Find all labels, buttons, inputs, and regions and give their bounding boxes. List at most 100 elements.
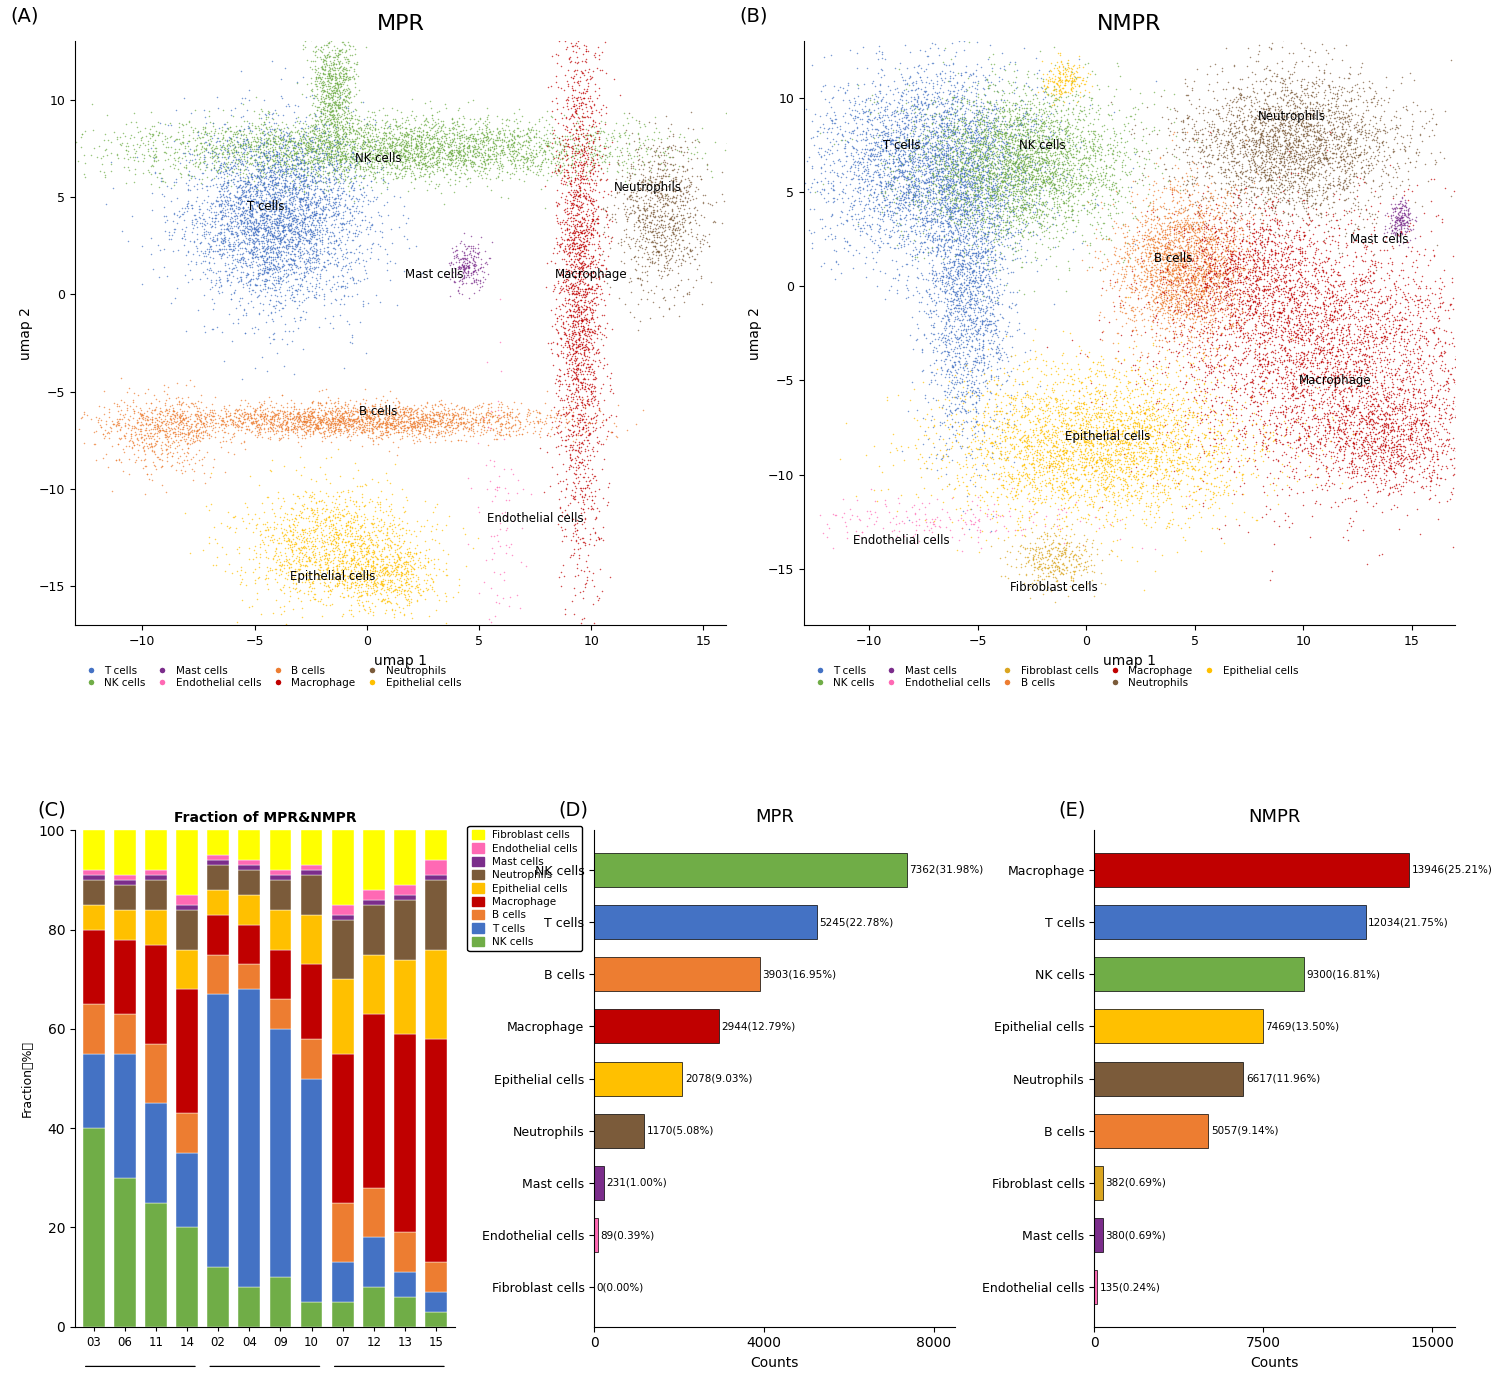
Point: [273, 404, 297, 426]
Point: [957, 223, 981, 245]
Point: [940, 124, 964, 146]
Point: [993, 381, 1017, 404]
Point: [566, 539, 590, 561]
Point: [228, 187, 252, 209]
Point: [855, 151, 879, 173]
Point: [980, 135, 1004, 158]
Point: [982, 247, 1006, 269]
Point: [388, 561, 412, 583]
Point: [934, 311, 958, 333]
Point: [886, 93, 910, 115]
Point: [448, 405, 472, 427]
Point: [214, 155, 238, 177]
Point: [254, 242, 278, 264]
Point: [862, 500, 886, 522]
Point: [958, 307, 982, 329]
Point: [414, 531, 438, 553]
Point: [1130, 417, 1154, 439]
Point: [1232, 282, 1256, 304]
Point: [334, 142, 358, 164]
Point: [952, 398, 976, 420]
Point: [1167, 290, 1191, 312]
Point: [267, 198, 291, 220]
Point: [228, 394, 252, 416]
Point: [554, 108, 578, 130]
Point: [406, 567, 430, 589]
Point: [178, 404, 203, 426]
Point: [258, 525, 282, 547]
Point: [273, 130, 297, 152]
Point: [405, 135, 429, 158]
Point: [1013, 159, 1036, 181]
Point: [1040, 474, 1064, 496]
Point: [382, 408, 406, 430]
Point: [948, 141, 972, 163]
Point: [238, 187, 262, 209]
Point: [846, 117, 870, 140]
Point: [1058, 69, 1082, 91]
Point: [316, 562, 340, 585]
Point: [1341, 420, 1365, 442]
Point: [554, 518, 578, 540]
Point: [572, 315, 596, 337]
Point: [1148, 506, 1172, 528]
Point: [288, 410, 312, 433]
Point: [1124, 463, 1148, 485]
Point: [1004, 130, 1028, 152]
Point: [320, 76, 344, 98]
Point: [246, 153, 270, 176]
Point: [327, 180, 351, 202]
Point: [1305, 214, 1329, 236]
Point: [956, 357, 980, 379]
Point: [1095, 433, 1119, 455]
Point: [980, 176, 1004, 198]
Point: [332, 564, 356, 586]
Point: [381, 148, 405, 170]
Point: [1059, 463, 1083, 485]
Point: [188, 428, 211, 451]
Point: [318, 153, 342, 176]
Point: [196, 141, 220, 163]
Point: [1326, 416, 1350, 438]
Point: [171, 452, 195, 474]
Point: [1308, 95, 1332, 117]
Point: [231, 246, 255, 268]
Point: [982, 73, 1006, 95]
Point: [1078, 234, 1102, 256]
Point: [558, 444, 582, 466]
Point: [942, 137, 966, 159]
Point: [945, 141, 969, 163]
Point: [338, 133, 362, 155]
Point: [1118, 372, 1142, 394]
Point: [568, 433, 592, 455]
Point: [312, 79, 336, 101]
Point: [340, 135, 364, 158]
Point: [1308, 119, 1332, 141]
Point: [260, 166, 284, 188]
Point: [1388, 445, 1411, 467]
Point: [1065, 431, 1089, 453]
Point: [296, 195, 320, 217]
Point: [1026, 397, 1050, 419]
Point: [1160, 250, 1184, 272]
Point: [1095, 439, 1119, 462]
Point: [922, 435, 946, 457]
Point: [1056, 163, 1080, 185]
Point: [1324, 368, 1348, 390]
Point: [276, 258, 300, 281]
Point: [948, 347, 972, 369]
Point: [849, 108, 873, 130]
Point: [454, 236, 478, 258]
Point: [561, 404, 585, 426]
Point: [210, 274, 234, 296]
Point: [956, 148, 980, 170]
Point: [1376, 120, 1400, 142]
Point: [1281, 351, 1305, 373]
Point: [1426, 276, 1450, 299]
Point: [960, 119, 984, 141]
Point: [1364, 362, 1388, 384]
Point: [668, 218, 692, 240]
Point: [507, 135, 531, 158]
Point: [873, 131, 897, 153]
Point: [258, 229, 282, 252]
